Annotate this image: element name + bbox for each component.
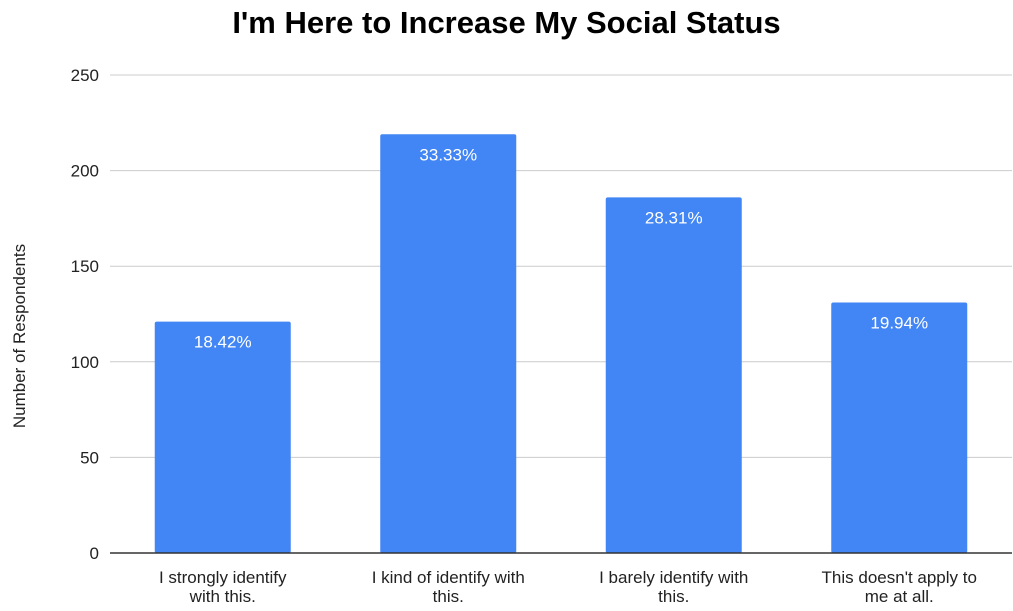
x-tick-label: I strongly identify xyxy=(159,568,287,587)
y-tick-label: 0 xyxy=(90,544,99,563)
y-tick-label: 100 xyxy=(71,353,99,372)
bar xyxy=(380,134,517,553)
x-tick-label: this. xyxy=(433,587,464,606)
x-tick-label: I barely identify with xyxy=(599,568,748,587)
bar xyxy=(831,302,968,553)
data-label: 33.33% xyxy=(419,145,477,164)
y-tick-label: 150 xyxy=(71,257,99,276)
chart-title: I'm Here to Increase My Social Status xyxy=(232,5,781,40)
x-tick-label: with this. xyxy=(189,587,256,606)
x-tick-label: me at all. xyxy=(865,587,934,606)
x-tick-label: I kind of identify with xyxy=(372,568,525,587)
data-label: 18.42% xyxy=(194,333,252,352)
bar xyxy=(605,197,742,554)
x-tick-label: this. xyxy=(658,587,689,606)
y-tick-label: 250 xyxy=(71,66,99,85)
data-labels: 18.42% 33.33% 28.31% 19.94% xyxy=(194,145,928,351)
data-label: 19.94% xyxy=(870,314,928,333)
data-label: 28.31% xyxy=(645,208,703,227)
y-tick-labels: 0 50 100 150 200 250 xyxy=(71,66,99,563)
bars xyxy=(154,134,968,554)
y-tick-label: 50 xyxy=(80,448,99,467)
bar xyxy=(154,321,291,553)
x-tick-label: This doesn't apply to xyxy=(822,568,977,587)
y-tick-label: 200 xyxy=(71,162,99,181)
